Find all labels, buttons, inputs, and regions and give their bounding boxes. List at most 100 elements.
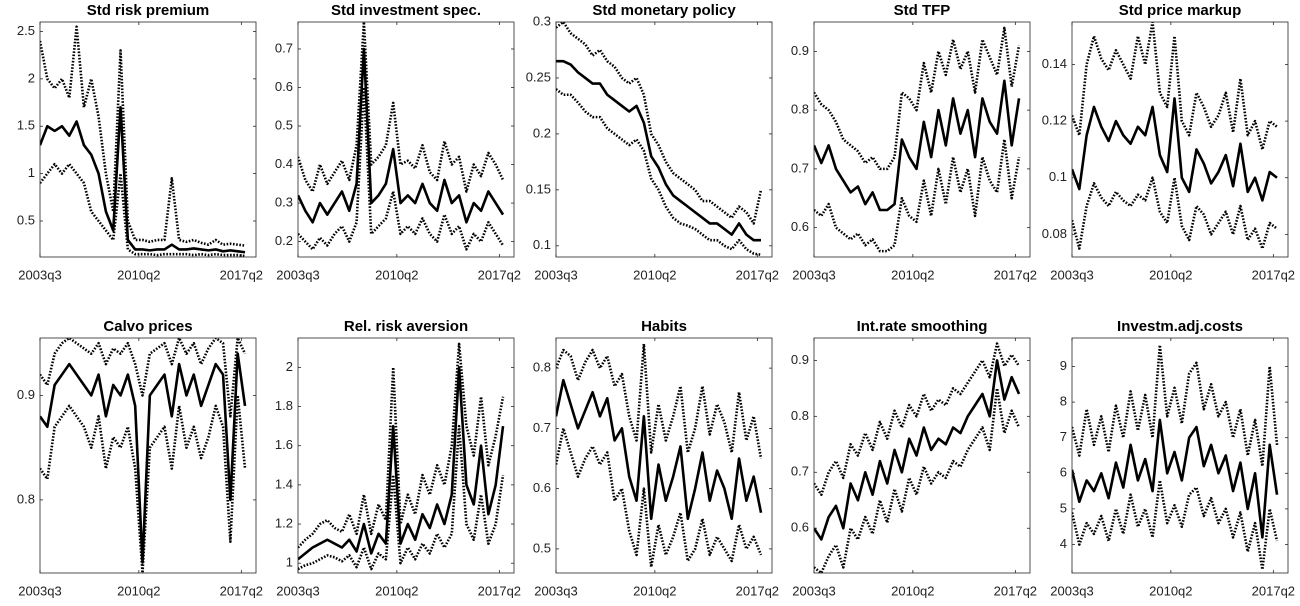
band-line xyxy=(556,427,763,569)
y-tick-label: 1.2 xyxy=(275,515,293,530)
subplot: Investm.adj.costs 4 5 6 7 8 9 2003q3 2010q2 2017q… xyxy=(1050,318,1295,598)
y-tick-label: 1 xyxy=(286,555,293,570)
y-tick-label: 0.2 xyxy=(533,125,551,140)
plot-area xyxy=(1072,343,1279,571)
x-tick-label: 2017q2 xyxy=(1252,267,1295,282)
x-tick-label: 2017q2 xyxy=(478,267,521,282)
band-line xyxy=(814,342,1021,496)
y-tick-label: 0.7 xyxy=(791,160,809,175)
y-tick-label: 0.5 xyxy=(533,540,551,555)
y-tick-label: 1 xyxy=(28,165,35,180)
plot-area xyxy=(40,338,247,573)
band-line xyxy=(298,22,505,193)
band-line xyxy=(1072,22,1278,151)
axes-box xyxy=(813,21,1031,258)
axes-box xyxy=(39,21,257,258)
x-tick-label: 2003q3 xyxy=(1050,267,1093,282)
median-line xyxy=(40,352,247,564)
y-tick-label: 8 xyxy=(1060,394,1067,409)
band-line xyxy=(298,342,505,549)
plot-area xyxy=(1072,22,1278,250)
axes-box xyxy=(297,337,515,574)
axes-box xyxy=(1071,21,1289,258)
y-tick-label: 0.8 xyxy=(533,360,551,375)
median-line xyxy=(298,47,505,224)
x-tick-label: 2017q2 xyxy=(994,267,1037,282)
y-tick-label: 0.3 xyxy=(533,13,551,28)
x-tick-label: 2003q3 xyxy=(18,267,61,282)
y-tick-label: 0.8 xyxy=(791,102,809,117)
x-tick-label: 2003q3 xyxy=(534,583,577,598)
axes-box xyxy=(555,21,773,258)
band-line xyxy=(1072,479,1279,571)
x-tick-label: 2003q3 xyxy=(534,267,577,282)
subplot-title: Calvo prices xyxy=(103,318,192,335)
x-tick-label: 2017q2 xyxy=(478,583,521,598)
subplot-title: Std price markup xyxy=(1119,2,1242,19)
subplot-title: Std TFP xyxy=(894,2,951,19)
x-tick-label: 2010q2 xyxy=(633,267,676,282)
subplot: Std risk premium 0.5 1 1.5 2 2.5 2003q3 2010q2 2… xyxy=(17,2,263,282)
x-tick-label: 2010q2 xyxy=(891,267,934,282)
subplot-title: Rel. risk aversion xyxy=(344,318,468,335)
x-tick-label: 2003q3 xyxy=(18,583,61,598)
axes-box xyxy=(39,337,257,574)
y-tick-label: 0.7 xyxy=(791,464,809,479)
axes-box xyxy=(813,337,1031,574)
x-tick-label: 2017q2 xyxy=(994,583,1037,598)
y-tick-label: 0.7 xyxy=(275,40,293,55)
axes-box xyxy=(297,21,515,258)
x-tick-label: 2010q2 xyxy=(1149,267,1192,282)
band-line xyxy=(40,338,247,418)
y-tick-label: 0.4 xyxy=(275,156,293,171)
subplot: Habits 0.5 0.6 0.7 0.8 2003q3 2010q2 2017q2 xyxy=(533,318,779,598)
y-tick-label: 0.14 xyxy=(1042,56,1067,71)
x-tick-label: 2003q3 xyxy=(276,267,319,282)
y-tick-label: 6 xyxy=(1060,465,1067,480)
band-line xyxy=(556,88,762,257)
y-tick-label: 0.25 xyxy=(526,69,551,84)
band-line xyxy=(298,424,505,571)
y-tick-label: 1.6 xyxy=(275,437,293,452)
plot-area xyxy=(298,342,505,571)
x-tick-label: 2010q2 xyxy=(1149,583,1192,598)
x-tick-label: 2003q3 xyxy=(1050,583,1093,598)
band-line xyxy=(298,86,505,251)
x-tick-label: 2010q2 xyxy=(117,583,160,598)
band-line xyxy=(40,394,247,573)
x-tick-label: 2010q2 xyxy=(375,583,418,598)
subplot-title: Std investment spec. xyxy=(331,2,481,19)
subplot: Int.rate smoothing 0.6 0.7 0.8 0.9 2003q3 2010… xyxy=(791,318,1037,598)
plot-area xyxy=(814,342,1021,573)
y-tick-label: 1.4 xyxy=(275,476,293,491)
x-tick-label: 2017q2 xyxy=(1252,583,1295,598)
band-line xyxy=(814,387,1021,573)
subplot-title: Habits xyxy=(641,318,687,335)
y-tick-label: 0.8 xyxy=(791,408,809,423)
subplot-title: Std monetary policy xyxy=(592,2,736,19)
y-tick-label: 1.8 xyxy=(275,398,293,413)
subplot: Std TFP 0.6 0.7 0.8 0.9 2003q3 2010q2 2017q2 xyxy=(791,2,1037,282)
y-tick-label: 4 xyxy=(1060,536,1067,551)
plot-area xyxy=(298,22,505,251)
subplot-title: Investm.adj.costs xyxy=(1117,318,1243,335)
y-tick-label: 2 xyxy=(28,70,35,85)
plot-area xyxy=(556,22,763,257)
y-tick-label: 2 xyxy=(286,359,293,374)
y-tick-label: 0.9 xyxy=(791,43,809,58)
y-tick-label: 1.5 xyxy=(17,118,35,133)
median-line xyxy=(298,366,505,561)
y-tick-label: 0.6 xyxy=(275,79,293,94)
subplot: Calvo prices 0.8 0.9 2003q3 2010q2 2017q2 xyxy=(17,318,263,598)
subplot-title: Std risk premium xyxy=(87,2,210,19)
y-tick-label: 0.3 xyxy=(275,195,293,210)
band-line xyxy=(1072,343,1279,468)
band-line xyxy=(40,25,246,247)
subplot: Rel. risk aversion 1 1.2 1.4 1.6 1.8 2 2003q3 20… xyxy=(275,318,521,598)
subplot-title: Int.rate smoothing xyxy=(857,318,988,335)
y-tick-label: 0.2 xyxy=(275,233,293,248)
axes-box xyxy=(1071,337,1289,574)
y-tick-label: 0.9 xyxy=(17,387,35,402)
y-tick-label: 0.1 xyxy=(1049,169,1067,184)
